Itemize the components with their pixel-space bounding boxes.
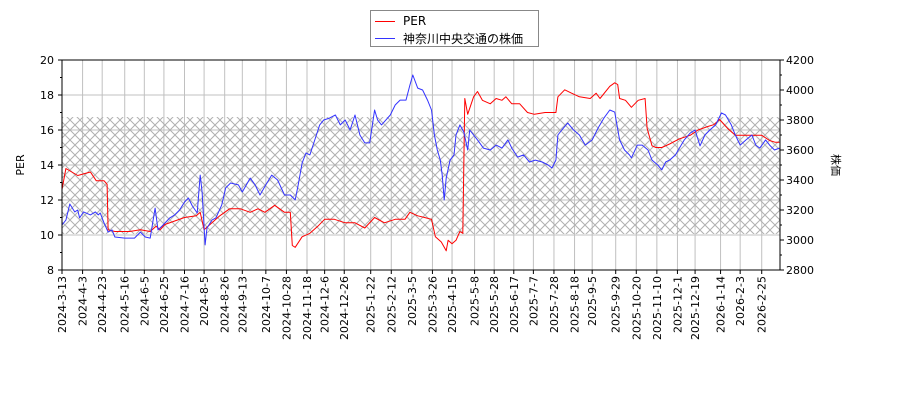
right-tick-label: 3200 [786, 204, 814, 217]
x-tick-label: 2024-12-26 [338, 276, 351, 340]
right-tick-label: 3800 [786, 114, 814, 127]
left-axis-label: PER [14, 154, 27, 176]
legend-item-price: 神奈川中央交通の株価 [375, 30, 523, 46]
x-tick-label: 2024-3-13 [56, 276, 69, 333]
x-tick-label: 2024-4-23 [96, 276, 109, 333]
x-tick-label: 2024-6-25 [158, 276, 171, 333]
x-tick-label: 2024-4-3 [77, 276, 90, 326]
x-tick-label: 2025-7-28 [548, 276, 561, 333]
x-tick-label: 2025-2-12 [385, 276, 398, 333]
x-tick-label: 2024-10-28 [280, 276, 293, 340]
right-tick-label: 4200 [786, 54, 814, 67]
x-tick-label: 2024-7-16 [179, 276, 192, 333]
x-tick-label: 2025-11-10 [651, 276, 664, 340]
left-tick-label: 8 [47, 264, 54, 277]
x-tick-label: 2026-2-25 [756, 276, 769, 333]
left-tick-label: 16 [40, 124, 54, 137]
left-tick-label: 14 [40, 159, 54, 172]
x-tick-label: 2024-8-5 [198, 276, 211, 326]
x-tick-label: 2024-10-7 [260, 276, 273, 333]
x-tick-label: 2024-11-18 [301, 276, 314, 340]
per-range-band [62, 117, 780, 234]
x-tick-label: 2024-8-26 [219, 276, 232, 333]
x-tick-label: 2025-5-28 [488, 276, 501, 333]
right-tick-label: 3400 [786, 174, 814, 187]
x-tick-label: 2024-12-6 [319, 276, 332, 333]
per-line [62, 82, 780, 252]
x-tick-label: 2025-3-26 [426, 276, 439, 333]
legend-swatch-price [375, 37, 395, 39]
legend: PER 神奈川中央交通の株価 [370, 10, 539, 47]
right-tick-label: 2800 [786, 264, 814, 277]
x-tick-label: 2025-6-17 [508, 276, 521, 333]
x-tick-label: 2025-12-1 [671, 276, 684, 333]
x-tick-label: 2024-5-16 [119, 276, 132, 333]
legend-item-per: PER [375, 13, 426, 29]
right-tick-label: 3600 [786, 144, 814, 157]
right-tick-label: 3000 [786, 234, 814, 247]
legend-label-per: PER [403, 14, 427, 28]
x-tick-label: 2026-1-14 [715, 276, 728, 333]
x-tick-label: 2024-9-13 [236, 276, 249, 333]
x-tick-label: 2025-1-22 [365, 276, 378, 333]
price-line [62, 74, 780, 246]
right-tick-label: 4000 [786, 84, 814, 97]
x-tick-label: 2025-3-5 [406, 276, 419, 326]
legend-label-price: 神奈川中央交通の株価 [403, 31, 524, 46]
x-tick-label: 2025-5-8 [469, 276, 482, 326]
right-axis-label: 株価 [829, 154, 843, 176]
x-tick-label: 2025-10-20 [630, 276, 643, 340]
x-tick-label: 2026-2-3 [734, 276, 747, 326]
x-tick-label: 2025-12-19 [689, 276, 702, 340]
left-tick-label: 12 [40, 194, 54, 207]
x-tick-label: 2025-4-15 [446, 276, 459, 333]
x-tick-label: 2025-7-7 [527, 276, 540, 326]
x-tick-label: 2025-9-5 [586, 276, 599, 326]
left-tick-label: 10 [40, 229, 54, 242]
left-tick-label: 18 [40, 89, 54, 102]
x-tick-label: 2024-6-5 [138, 276, 151, 326]
left-tick-label: 20 [40, 54, 54, 67]
legend-swatch-per [375, 20, 395, 22]
x-tick-label: 2025-9-29 [610, 276, 623, 333]
x-tick-label: 2025-8-18 [569, 276, 582, 333]
